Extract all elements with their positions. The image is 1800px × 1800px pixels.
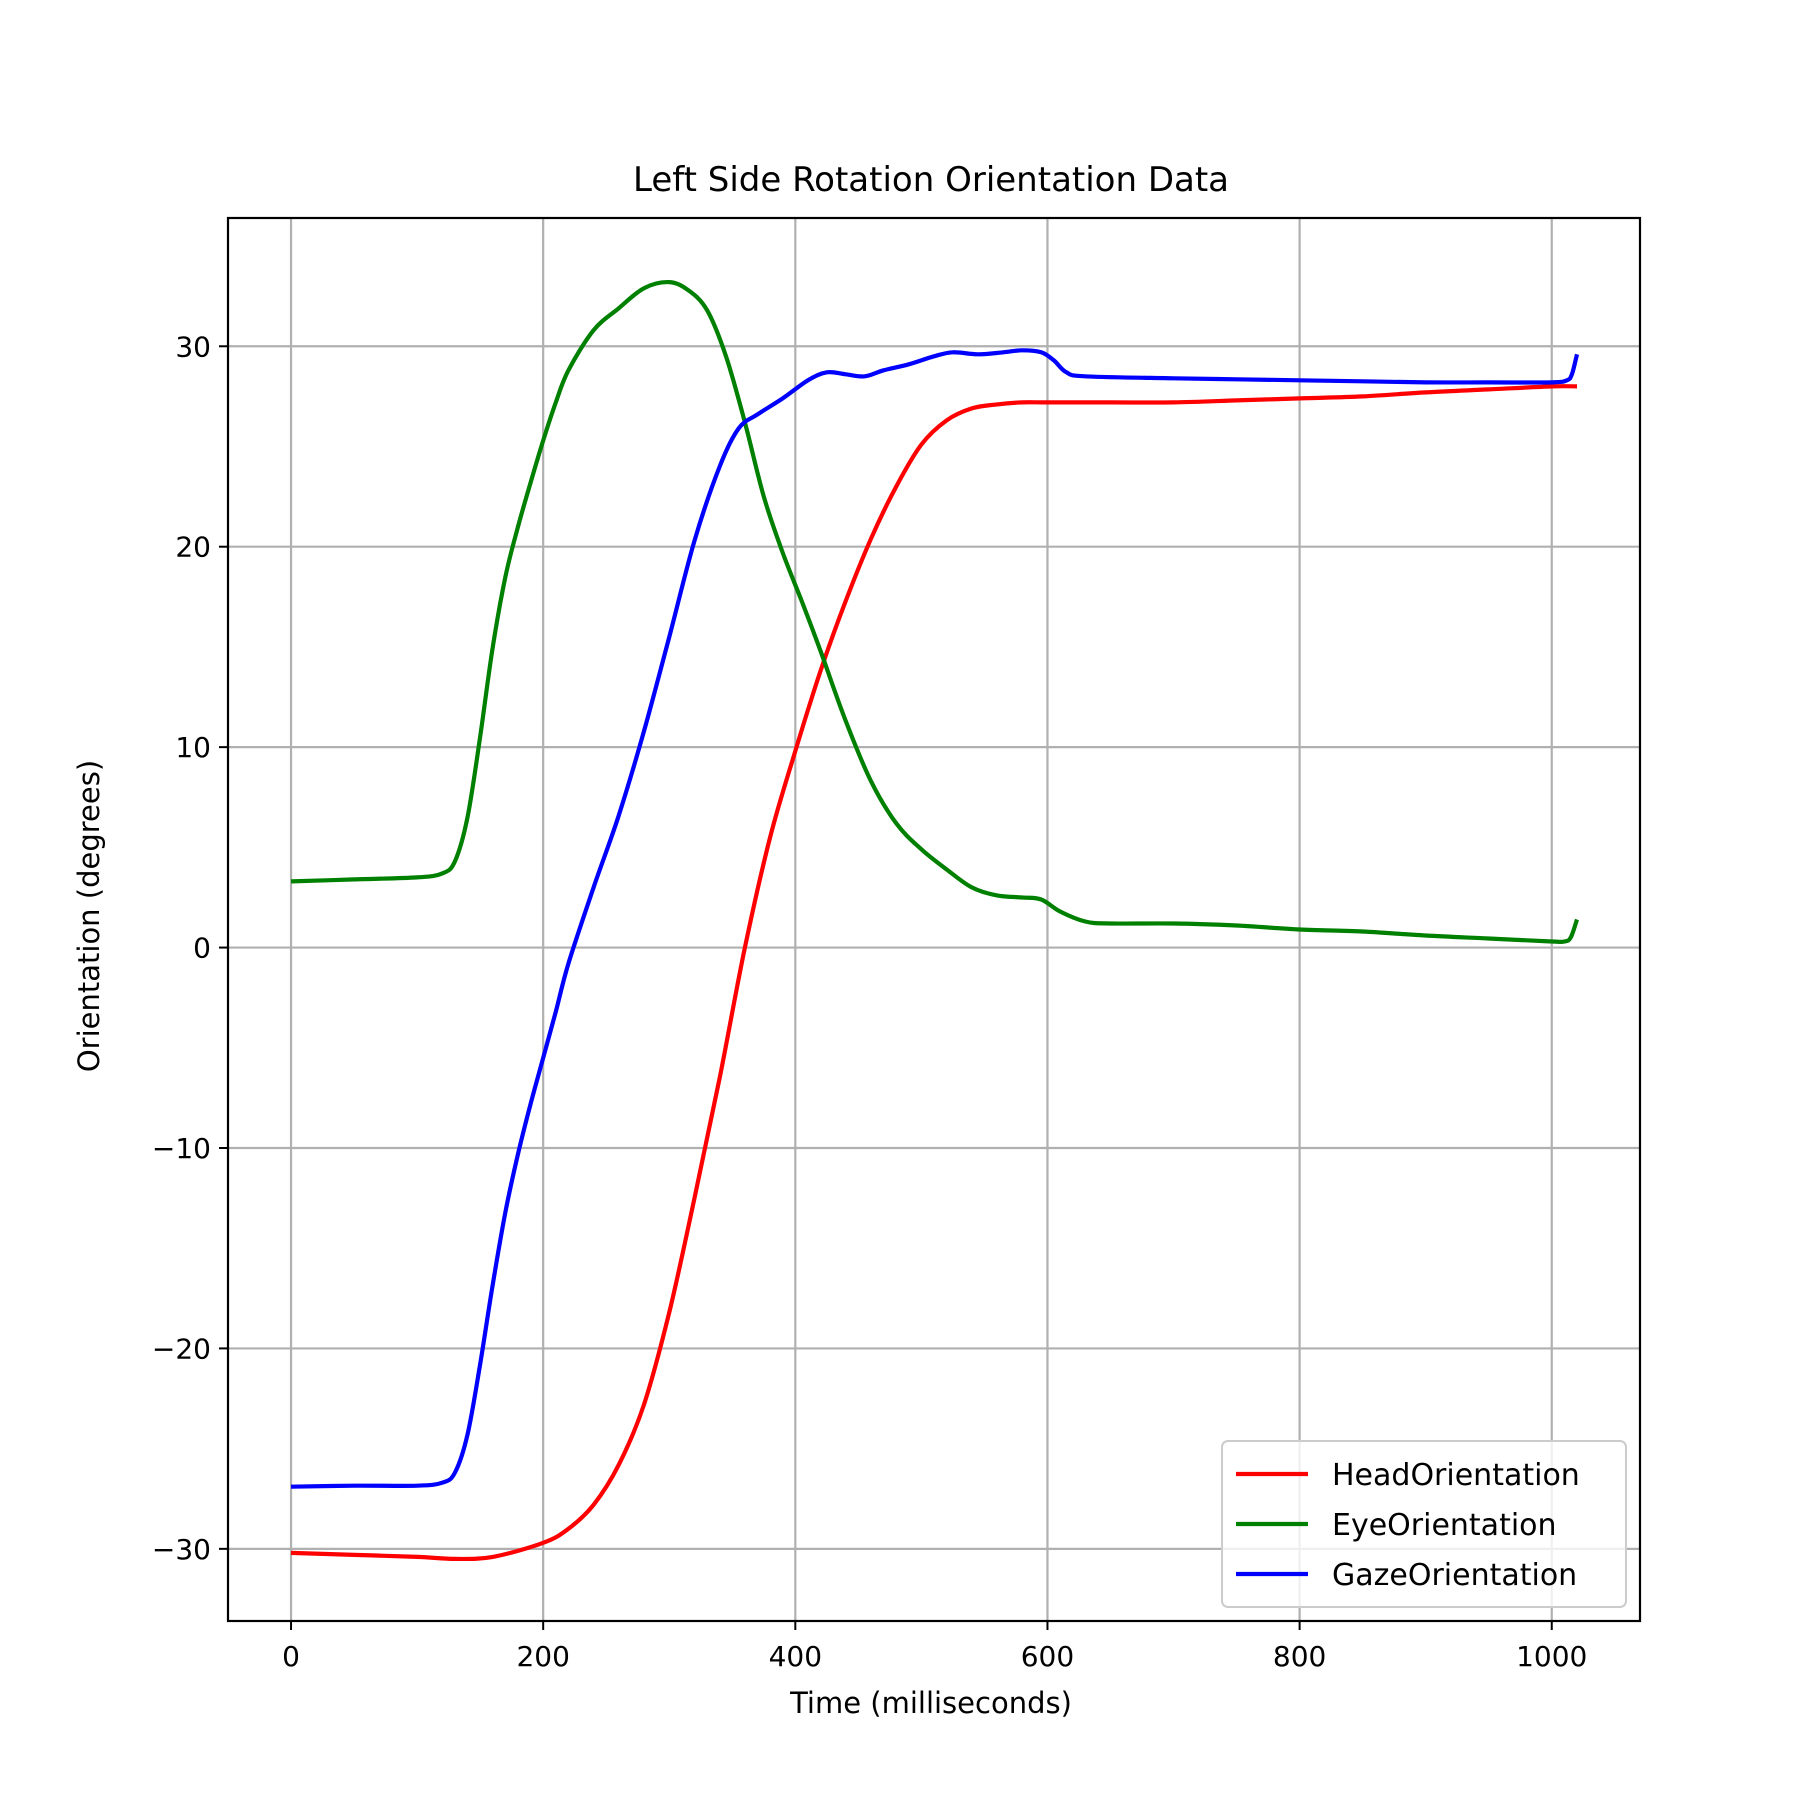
x-tick-label: 0	[282, 1640, 300, 1673]
y-tick-label: −10	[152, 1132, 211, 1165]
x-axis-ticks: 0 200 400 600 800 1000	[282, 1621, 1587, 1673]
x-tick-label: 200	[516, 1640, 569, 1673]
grid	[228, 218, 1640, 1621]
head-orientation-line	[290, 384, 1578, 1562]
chart-title: Left Side Rotation Orientation Data	[633, 160, 1229, 200]
legend-label: GazeOrientation	[1332, 1558, 1577, 1593]
y-tick-label: 10	[175, 731, 211, 764]
y-tick-label: 0	[193, 932, 211, 965]
x-tick-label: 800	[1273, 1640, 1326, 1673]
gaze-orientation-line	[290, 348, 1580, 1489]
legend: HeadOrientation EyeOrientation GazeOrienta…	[1221, 1440, 1627, 1608]
x-tick-label: 1000	[1516, 1640, 1587, 1673]
x-axis-label: Time (milliseconds)	[789, 1686, 1072, 1720]
y-axis-label: Orientation (degrees)	[72, 760, 106, 1072]
y-axis-ticks: −30 −20 −10 0 10 20 30	[152, 330, 228, 1566]
y-tick-label: −20	[152, 1332, 211, 1365]
legend-label: HeadOrientation	[1332, 1458, 1580, 1493]
plot-frame	[226, 216, 1642, 1623]
y-tick-label: −30	[152, 1533, 211, 1566]
x-tick-label: 600	[1021, 1640, 1074, 1673]
y-tick-label: 30	[175, 330, 211, 363]
y-tick-label: 20	[175, 531, 211, 564]
series-lines	[290, 279, 1580, 1562]
legend-label: EyeOrientation	[1332, 1508, 1557, 1543]
x-tick-label: 400	[769, 1640, 822, 1673]
legend-box	[1221, 1440, 1627, 1608]
eye-orientation-line	[290, 279, 1579, 945]
